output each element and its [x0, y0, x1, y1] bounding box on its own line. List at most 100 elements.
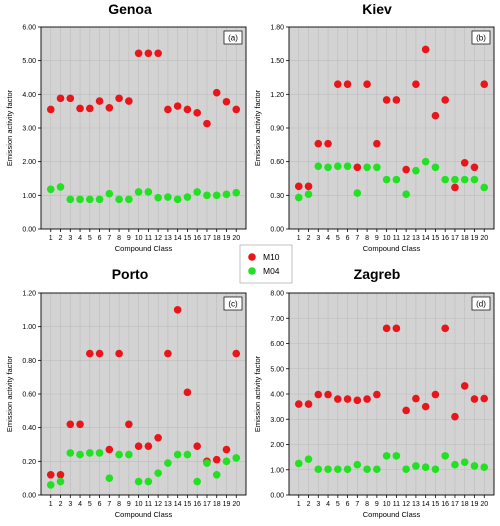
x-axis-label: Compound Class — [363, 510, 421, 519]
data-point — [392, 175, 401, 184]
data-point — [314, 139, 323, 148]
x-axis-label: Compound Class — [115, 510, 173, 519]
data-point — [66, 420, 75, 429]
data-point — [343, 395, 352, 403]
x-tick-label: 7 — [107, 235, 111, 242]
data-point — [402, 190, 410, 199]
y-axis-label: Emission activity factor — [5, 355, 14, 432]
data-point — [46, 185, 55, 194]
data-point — [412, 80, 420, 89]
data-point — [56, 183, 65, 191]
panel-title: Genoa — [108, 1, 152, 17]
series-m04 — [294, 157, 489, 202]
data-point — [343, 162, 352, 170]
x-tick-label: 12 — [402, 235, 410, 242]
x-tick-label: 16 — [441, 501, 449, 508]
data-point — [46, 481, 55, 489]
data-point — [353, 189, 362, 197]
y-tick-label: 0.90 — [270, 126, 284, 133]
x-tick-label: 1 — [297, 501, 301, 508]
data-point — [86, 349, 94, 358]
series-m04 — [46, 183, 241, 204]
series-m10 — [294, 324, 489, 421]
x-tick-label: 13 — [412, 235, 420, 242]
data-point — [222, 97, 231, 106]
data-point — [470, 395, 479, 403]
data-point — [314, 465, 323, 474]
x-tick-label: 11 — [145, 501, 152, 508]
data-point — [56, 471, 65, 479]
data-point — [431, 465, 440, 474]
data-point — [86, 195, 94, 204]
panel-label: (c) — [228, 300, 238, 309]
data-point — [382, 324, 391, 333]
data-point — [232, 454, 241, 462]
data-point — [373, 390, 381, 399]
x-tick-label: 15 — [184, 235, 192, 242]
data-point — [431, 163, 440, 172]
data-point — [480, 463, 489, 472]
x-tick-label: 20 — [232, 235, 240, 242]
x-tick-label: 10 — [135, 501, 143, 508]
data-point — [451, 460, 459, 469]
data-point — [95, 449, 104, 457]
data-point — [324, 163, 332, 172]
y-tick-label: 2.00 — [270, 442, 284, 449]
plot-frame — [40, 292, 247, 496]
y-tick-label: 3.00 — [22, 126, 36, 133]
data-point — [105, 474, 114, 482]
data-point — [76, 420, 84, 429]
data-point — [212, 471, 221, 479]
data-point — [46, 471, 55, 479]
x-tick-label: 20 — [232, 501, 240, 508]
x-tick-label: 4 — [78, 235, 82, 242]
data-point — [373, 465, 381, 474]
data-point — [232, 105, 241, 114]
data-point — [164, 193, 172, 201]
data-point — [173, 450, 182, 459]
x-tick-label: 4 — [326, 501, 330, 508]
data-point — [324, 139, 332, 148]
data-point — [95, 195, 104, 204]
x-tick-label: 5 — [336, 235, 340, 242]
data-point — [304, 400, 313, 408]
x-tick-label: 1 — [49, 235, 53, 242]
y-tick-label: 0.00 — [22, 227, 36, 234]
data-point — [431, 111, 440, 120]
data-point — [314, 162, 323, 170]
legend-label-m04: M04 — [263, 266, 280, 276]
y-tick-label: 0.80 — [22, 358, 36, 365]
panel-title: Zagreb — [354, 266, 401, 282]
data-point — [134, 49, 143, 58]
x-tick-label: 14 — [422, 235, 430, 242]
data-point — [115, 450, 123, 459]
x-tick-label: 14 — [422, 501, 430, 508]
series-m10 — [294, 45, 489, 192]
x-tick-label: 6 — [98, 235, 102, 242]
series-m10 — [46, 49, 241, 128]
x-tick-label: 12 — [154, 235, 162, 242]
x-tick-label: 8 — [365, 235, 369, 242]
x-tick-label: 3 — [68, 501, 72, 508]
y-tick-label: 1.00 — [22, 193, 36, 200]
x-tick-label: 6 — [98, 501, 102, 508]
data-point — [125, 450, 133, 459]
x-tick-label: 8 — [117, 501, 121, 508]
data-point — [212, 191, 221, 200]
data-point — [402, 465, 410, 474]
data-point — [460, 158, 469, 167]
x-tick-label: 18 — [461, 501, 469, 508]
panel-label: (b) — [476, 34, 486, 43]
legend-box — [239, 244, 293, 284]
data-point — [66, 94, 75, 103]
data-point — [363, 465, 371, 474]
data-point — [183, 450, 192, 459]
y-tick-label: 1.20 — [270, 92, 284, 99]
data-point — [183, 193, 192, 201]
data-point — [193, 442, 201, 450]
y-tick-label: 4.00 — [270, 392, 284, 399]
data-point — [173, 306, 182, 314]
x-tick-label: 12 — [154, 501, 162, 508]
data-point — [183, 388, 192, 397]
